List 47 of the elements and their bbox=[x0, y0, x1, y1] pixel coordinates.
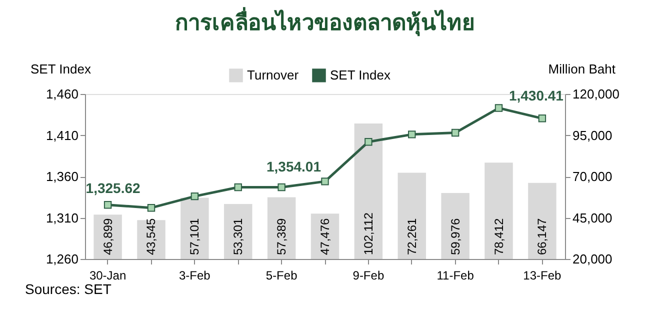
y2-tick-label: 45,000 bbox=[572, 210, 612, 226]
x-tick-label: 9-Feb bbox=[352, 268, 384, 282]
data-label: 1,354.01 bbox=[266, 158, 322, 174]
data-label: 66,147 bbox=[535, 218, 550, 255]
point bbox=[147, 204, 156, 212]
point bbox=[494, 104, 503, 112]
point bbox=[408, 130, 416, 138]
y-tick-label: 1,410 bbox=[46, 128, 78, 143]
point bbox=[538, 114, 546, 122]
legend-label: Turnover bbox=[247, 67, 300, 82]
chart-title: การเคลื่อนไหวของตลาดหุ้นไทย bbox=[175, 6, 475, 37]
data-label: 1,430.41 bbox=[508, 87, 564, 104]
y2-axis-title: Million Baht bbox=[548, 62, 616, 76]
y-tick-label: 1,360 bbox=[46, 169, 78, 184]
y2-tick-label: 20,000 bbox=[572, 252, 612, 266]
y-tick-label: 1,310 bbox=[46, 210, 78, 226]
y-axis-title: SET Index bbox=[30, 62, 92, 76]
x-tick-label: 13-Feb bbox=[523, 268, 562, 282]
y2-tick-label: 120,000 bbox=[572, 86, 620, 102]
x-tick-label: 11-Feb bbox=[436, 268, 474, 282]
point bbox=[321, 178, 329, 186]
y2-tick-label: 70,000 bbox=[572, 169, 612, 184]
data-label: 102,112 bbox=[361, 212, 376, 255]
data-label: 59,976 bbox=[448, 218, 462, 255]
point bbox=[278, 183, 286, 192]
data-label: 47,476 bbox=[318, 218, 332, 255]
point bbox=[451, 128, 460, 137]
source-note: Sources: SET bbox=[25, 281, 112, 297]
x-tick-label: 30-Jan bbox=[89, 268, 126, 282]
point bbox=[364, 138, 372, 146]
y2-tick-label: 95,000 bbox=[572, 128, 612, 143]
point bbox=[104, 201, 112, 209]
data-label: 1,325.62 bbox=[86, 180, 141, 196]
data-label: 57,389 bbox=[274, 218, 289, 255]
point bbox=[234, 183, 242, 192]
data-label: 53,301 bbox=[231, 218, 246, 255]
data-label: 57,101 bbox=[188, 218, 202, 255]
legend-label: SET Index bbox=[330, 67, 391, 82]
y-tick-label: 1,460 bbox=[46, 86, 78, 102]
x-tick-label: 5-Feb bbox=[266, 268, 298, 282]
point bbox=[190, 192, 199, 200]
data-label: 43,545 bbox=[144, 218, 158, 255]
data-label: 46,899 bbox=[100, 218, 115, 255]
data-label: 78,412 bbox=[492, 218, 506, 255]
data-label: 72,261 bbox=[404, 218, 419, 255]
x-tick-label: 3-Feb bbox=[179, 268, 211, 282]
y-tick-label: 1,260 bbox=[46, 252, 78, 266]
